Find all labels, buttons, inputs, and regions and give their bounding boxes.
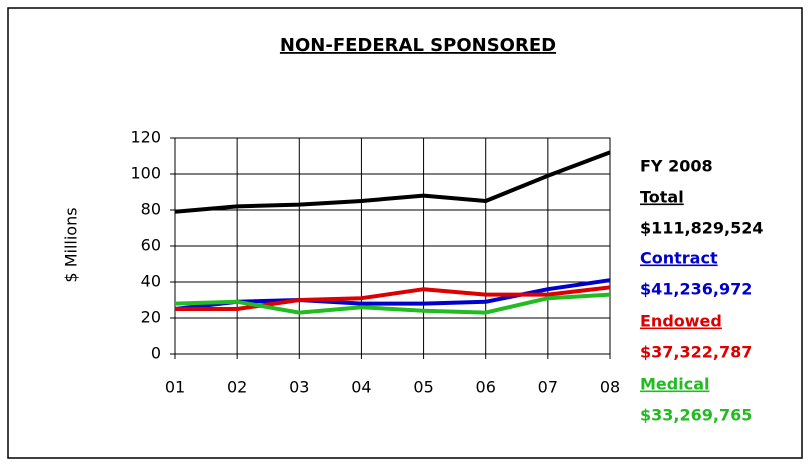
y-axis-label: $ Millions [62,207,81,282]
line-series [174,150,611,214]
y-tick-label: 60 [141,236,161,255]
legend-title: FY 2008 [640,157,713,176]
x-tick-label: 07 [538,378,558,397]
x-tick-label: 04 [351,378,371,397]
legend-amount: $33,269,765 [640,406,752,425]
legend-name: Medical [640,375,709,394]
x-tick-label: 01 [165,378,185,397]
line-series [175,285,611,311]
legend-amount: $111,829,524 [640,219,763,238]
x-tick-label: 05 [413,378,433,397]
line-series [174,278,611,311]
legend-amount: $37,322,787 [640,343,752,362]
y-tick-label: 80 [141,200,161,219]
line-series [174,292,611,315]
legend-name: Endowed [640,312,722,331]
legend-name: Total [640,188,684,207]
y-tick-label: 20 [141,308,161,327]
chart-title: NON-FEDERAL SPONSORED [280,35,556,56]
y-tick-label: 100 [130,164,161,183]
x-tick-label: 03 [289,378,309,397]
legend-amount: $41,236,972 [640,280,752,299]
legend-name: Contract [640,249,718,268]
x-tick-label: 06 [476,378,496,397]
x-tick-label: 08 [600,378,620,397]
y-tick-label: 40 [141,272,161,291]
y-tick-label: 0 [151,344,161,363]
y-tick-label: 120 [130,128,161,147]
x-tick-label: 02 [227,378,247,397]
